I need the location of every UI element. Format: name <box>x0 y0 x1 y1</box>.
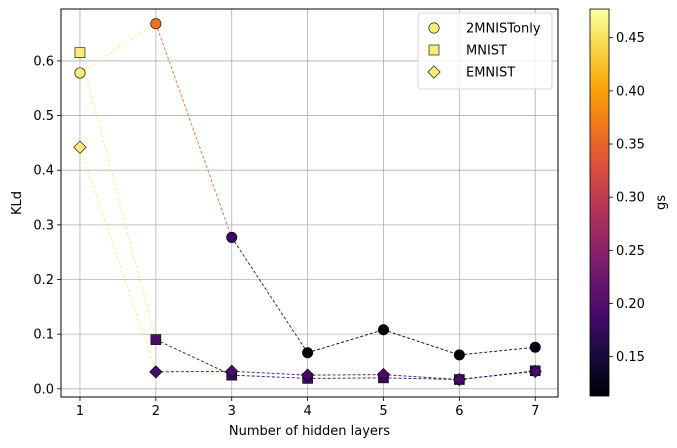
series-line-segment <box>155 370 232 373</box>
data-point <box>74 47 86 59</box>
legend-marker <box>428 22 440 34</box>
legend: 2MNISTonly MNIST EMNIST <box>417 12 553 90</box>
data-point <box>226 231 238 243</box>
x-tick-label: 2 <box>152 404 160 419</box>
x-tick-label: 4 <box>303 404 311 419</box>
series-lines <box>79 23 536 380</box>
y-tick-label: 0.1 <box>33 328 54 343</box>
data-point <box>376 367 391 382</box>
y-tick-label: 0.6 <box>33 54 54 69</box>
x-tick-label: 3 <box>228 404 236 419</box>
colorbar-tick-label: 0.25 <box>616 244 645 259</box>
x-axis: 1 2 3 4 5 6 7 <box>76 397 539 419</box>
colorbar-tick-label: 0.15 <box>616 350 645 365</box>
legend-label: EMNIST <box>466 66 515 81</box>
data-point <box>453 349 465 361</box>
data-point <box>300 368 315 382</box>
series-line-segment <box>307 329 384 354</box>
data-point <box>149 365 163 379</box>
series-line-segment <box>383 374 460 380</box>
legend-label: MNIST <box>466 44 507 59</box>
series-line-segment <box>231 237 308 353</box>
data-point <box>225 364 239 378</box>
x-tick-label: 5 <box>379 404 387 419</box>
colorbar-tick-label: 0.30 <box>616 191 645 206</box>
colorbar-gradient <box>589 8 610 397</box>
plot-frame <box>60 8 559 398</box>
y-axis: 0.0 0.1 0.2 0.3 0.4 0.5 0.6 <box>33 54 61 397</box>
series-line-segment <box>383 377 460 380</box>
colorbar-tick-label: 0.45 <box>616 31 645 46</box>
series-line-segment <box>231 370 308 376</box>
y-tick-label: 0.3 <box>33 218 54 233</box>
data-point <box>529 341 541 353</box>
x-axis-label: Number of hidden layers <box>229 424 390 439</box>
data-point <box>302 347 314 359</box>
x-tick-label: 7 <box>531 404 539 419</box>
data-point <box>377 324 389 336</box>
legend-box <box>417 12 553 90</box>
series-line-segment <box>383 329 460 356</box>
series-line-segment <box>79 147 157 373</box>
data-point <box>528 364 542 378</box>
series-line-segment <box>155 23 233 238</box>
y-tick-label: 0.4 <box>33 164 54 179</box>
data-point <box>74 67 86 79</box>
x-tick-label: 6 <box>455 404 463 419</box>
series-line-segment <box>459 346 536 356</box>
y-tick-label: 0.5 <box>33 109 54 124</box>
data-point <box>150 334 162 345</box>
colorbar: 0.15 0.20 0.25 0.30 0.35 0.40 0.45 <box>589 8 645 397</box>
colorbar-tick-label: 0.40 <box>616 84 645 99</box>
legend-marker <box>428 44 440 56</box>
series-line-segment <box>79 23 157 74</box>
colorbar-tick-label: 0.35 <box>616 138 645 153</box>
series-line-segment <box>79 52 157 340</box>
colorbar-tick-label: 0.20 <box>616 297 645 312</box>
legend-marker <box>427 65 441 79</box>
x-tick-label: 1 <box>76 404 84 419</box>
data-point <box>73 140 87 154</box>
legend-label: 2MNISTonly <box>466 22 541 37</box>
series-line-segment <box>307 377 384 379</box>
colorbar-label: gs <box>654 195 669 210</box>
y-tick-label: 0.0 <box>33 382 54 397</box>
series-line-segment <box>459 370 536 380</box>
y-axis-label: KLd <box>10 191 25 215</box>
data-point <box>452 372 466 387</box>
series-line-segment <box>231 374 308 379</box>
data-points <box>73 18 542 387</box>
series-line-segment <box>155 339 232 376</box>
y-tick-label: 0.2 <box>33 273 54 288</box>
data-point <box>150 18 162 30</box>
series-line-segment <box>307 374 384 376</box>
